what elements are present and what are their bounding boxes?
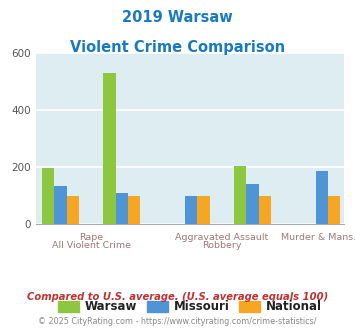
Text: Robbery: Robbery: [202, 241, 242, 250]
Text: © 2025 CityRating.com - https://www.cityrating.com/crime-statistics/: © 2025 CityRating.com - https://www.city…: [38, 317, 317, 326]
Text: Compared to U.S. average. (U.S. average equals 100): Compared to U.S. average. (U.S. average …: [27, 292, 328, 302]
Bar: [116, 193, 128, 224]
Bar: [197, 196, 210, 224]
Bar: [185, 196, 197, 224]
Text: Murder & Mans...: Murder & Mans...: [282, 233, 355, 242]
Bar: [42, 168, 54, 224]
Bar: [259, 196, 271, 224]
Text: All Violent Crime: All Violent Crime: [51, 241, 131, 250]
Bar: [234, 166, 246, 224]
Text: 2019 Warsaw: 2019 Warsaw: [122, 10, 233, 25]
Bar: [54, 186, 67, 224]
Text: Violent Crime Comparison: Violent Crime Comparison: [70, 40, 285, 54]
Legend: Warsaw, Missouri, National: Warsaw, Missouri, National: [53, 296, 327, 318]
Text: Rape: Rape: [79, 233, 103, 242]
Bar: [128, 196, 140, 224]
Bar: [67, 196, 79, 224]
Bar: [246, 183, 259, 224]
Bar: [328, 196, 340, 224]
Bar: [103, 73, 116, 224]
Bar: [316, 171, 328, 224]
Text: Aggravated Assault: Aggravated Assault: [175, 233, 268, 242]
